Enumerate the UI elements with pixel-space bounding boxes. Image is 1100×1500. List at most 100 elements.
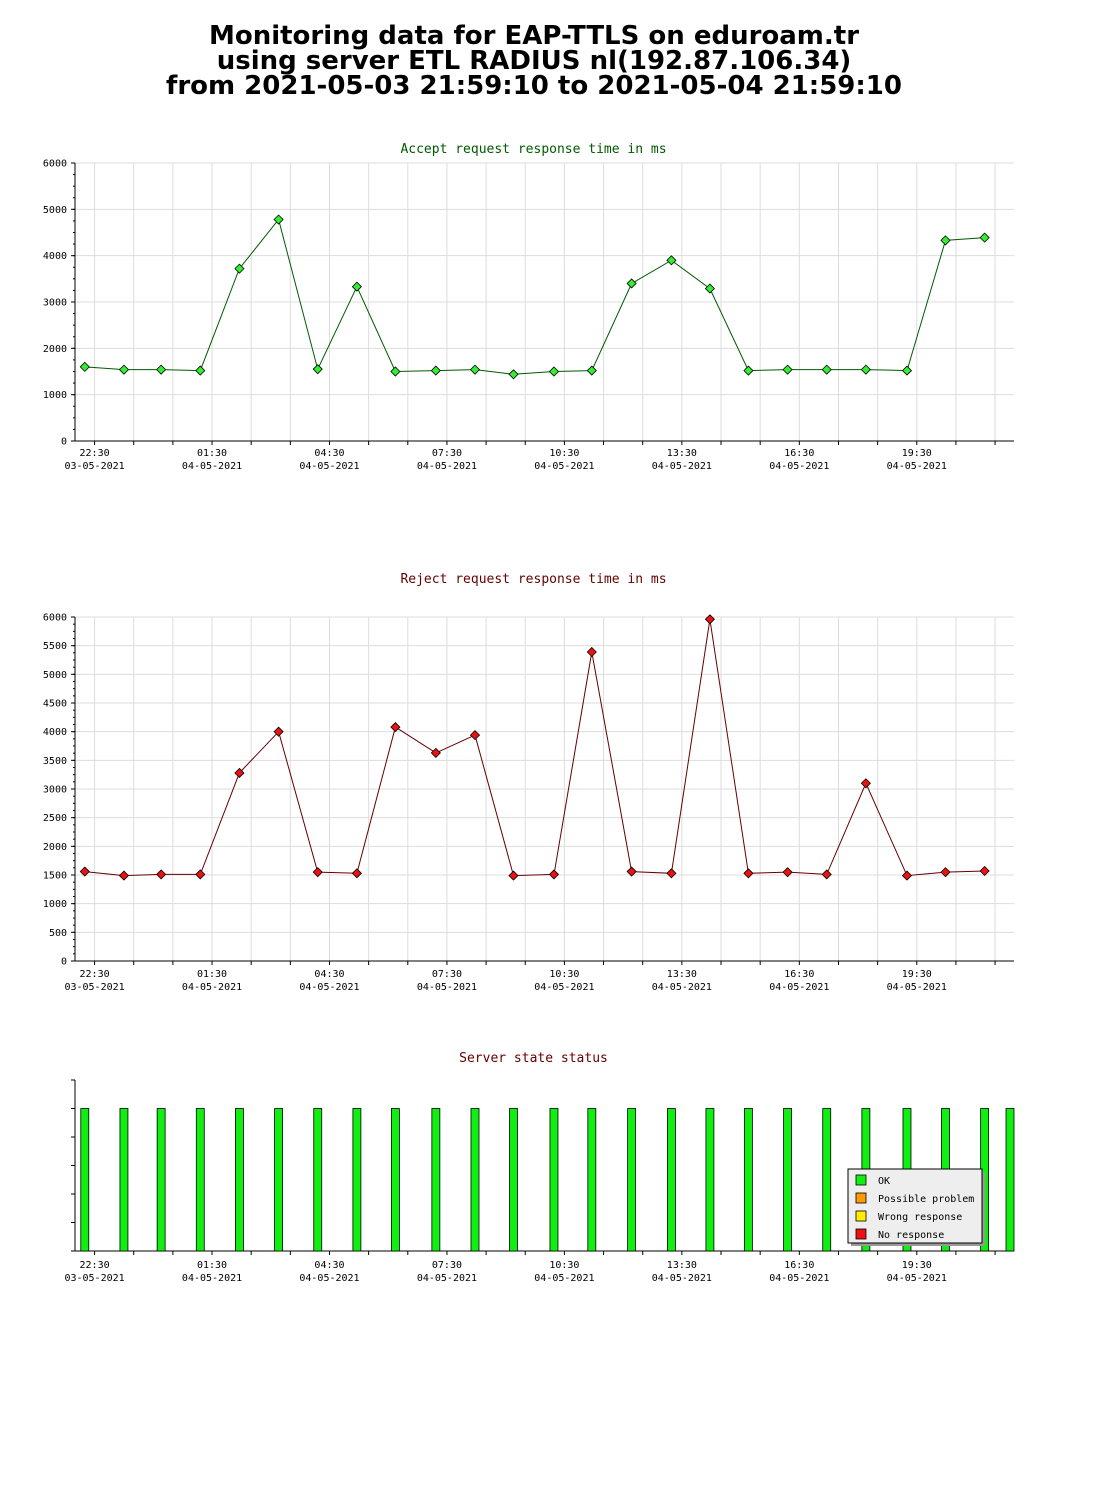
accept-x-tick-time: 04:30 [314,448,344,459]
accept-data-point [626,278,637,289]
state-bar [509,1108,518,1252]
reject-data-point [156,869,167,880]
state-chart: Server state status OK Possible problem Wr… [64,1051,1015,1284]
reject-y-tick-label: 500 [49,928,67,939]
legend-label: Wrong response [878,1212,962,1223]
page-title: Monitoring data for EAP-TTLS on eduroam.… [0,23,1068,99]
state-bar [156,1108,166,1252]
state-bar [783,1108,792,1252]
accept-x-tick-date: 04-05-2021 [299,461,359,472]
accept-data-point [704,283,715,294]
reject-x-tick-time: 22:30 [80,969,110,980]
legend-label: No response [878,1230,944,1241]
state-x-tick-time: 13:30 [667,1260,697,1271]
reject-data-point [273,726,284,737]
reject-x-tick-time: 19:30 [902,969,932,980]
reject-data-point [430,747,441,758]
accept-x-tick-date: 04-05-2021 [769,461,829,472]
accept-x-tick-date: 03-05-2021 [64,461,124,472]
legend-label: Possible problem [878,1194,974,1205]
reject-x-tick-date: 03-05-2021 [64,982,124,993]
reject-x-tick-date: 04-05-2021 [652,982,712,993]
reject-data-point [118,870,130,881]
reject-x-tick-date: 04-05-2021 [534,982,594,993]
page-title-line-2: using server ETL RADIUS nl(192.87.106.34… [216,46,852,76]
accept-data-point [666,255,677,266]
state-bar [195,1108,205,1252]
reject-data-point [469,730,481,741]
accept-y-tick-label: 2000 [43,344,67,355]
reject-data-point [940,867,951,878]
state-x-tick-time: 04:30 [314,1260,344,1271]
reject-data-point [821,869,832,880]
reject-x-tick-date: 04-05-2021 [417,982,477,993]
state-bar [822,1108,832,1252]
accept-x-tick-time: 16:30 [784,448,814,459]
reject-data-point [704,614,715,625]
accept-data-point [390,366,401,377]
state-x-tick-time: 16:30 [784,1260,814,1271]
state-bar [235,1108,244,1252]
state-x-tick-time: 19:30 [902,1260,932,1271]
reject-y-tick-label: 6000 [43,613,67,624]
reject-x-tick-time: 13:30 [667,969,697,980]
reject-y-tick-label: 1500 [43,871,67,882]
accept-data-point [901,365,913,376]
state-bar [274,1108,283,1252]
accept-y-tick-label: 4000 [43,251,67,262]
state-bar [313,1108,323,1252]
reject-data-point [626,866,637,877]
state-bar [549,1108,559,1252]
state-x-tick-time: 10:30 [549,1260,579,1271]
accept-x-tick-time: 13:30 [667,448,697,459]
reject-data-point [195,869,206,880]
state-x-tick-date: 04-05-2021 [417,1273,477,1284]
accept-x-tick-date: 04-05-2021 [652,461,712,472]
state-x-tick-date: 04-05-2021 [534,1273,594,1284]
reject-x-tick-date: 04-05-2021 [887,982,947,993]
accept-chart-title: Accept request response time in ms [400,142,666,157]
accept-data-point [273,214,284,225]
reject-x-tick-time: 16:30 [784,969,814,980]
legend-swatch [855,1174,867,1186]
accept-data-point [156,364,167,375]
accept-data-point [548,366,560,377]
reject-data-point [860,778,871,789]
reject-data-point [351,868,362,879]
reject-data-point [586,646,597,658]
reject-y-tick-label: 4500 [43,699,67,710]
state-bar [119,1108,129,1252]
accept-data-point [469,364,481,375]
reject-x-tick-date: 04-05-2021 [769,982,829,993]
reject-data-point [548,869,560,880]
reject-chart: Reject request response time in ms 0 500 1… [43,572,1014,993]
state-bar [470,1108,480,1252]
reject-x-tick-time: 07:30 [432,969,462,980]
reject-x-tick-date: 04-05-2021 [299,982,359,993]
reject-y-tick-label: 3000 [43,785,67,796]
accept-data-point [782,364,793,375]
accept-x-tick-date: 04-05-2021 [534,461,594,472]
accept-x-tick-time: 10:30 [549,448,579,459]
reject-y-tick-label: 2500 [43,813,67,824]
accept-data-point [118,364,130,375]
accept-data-point [351,281,362,292]
state-bar [667,1108,676,1252]
accept-x-tick-date: 04-05-2021 [182,461,242,472]
state-bar [744,1108,753,1252]
accept-data-point [979,232,990,243]
state-x-tick-labels: 22:30 03-05-2021 01:30 04-05-2021 04:30 04-05… [64,1260,946,1284]
reject-grid [71,616,1014,965]
legend-swatch [855,1210,867,1222]
accept-data-point [508,369,519,380]
state-x-tick-date: 04-05-2021 [887,1273,947,1284]
accept-data-point [860,364,871,375]
reject-x-tick-time: 01:30 [197,969,227,980]
reject-data-point [312,867,323,878]
accept-data-point [743,365,754,376]
reject-y-tick-label: 2000 [43,842,67,853]
reject-data-point [508,870,519,881]
accept-data-point [586,365,597,376]
legend-swatch [855,1192,867,1204]
